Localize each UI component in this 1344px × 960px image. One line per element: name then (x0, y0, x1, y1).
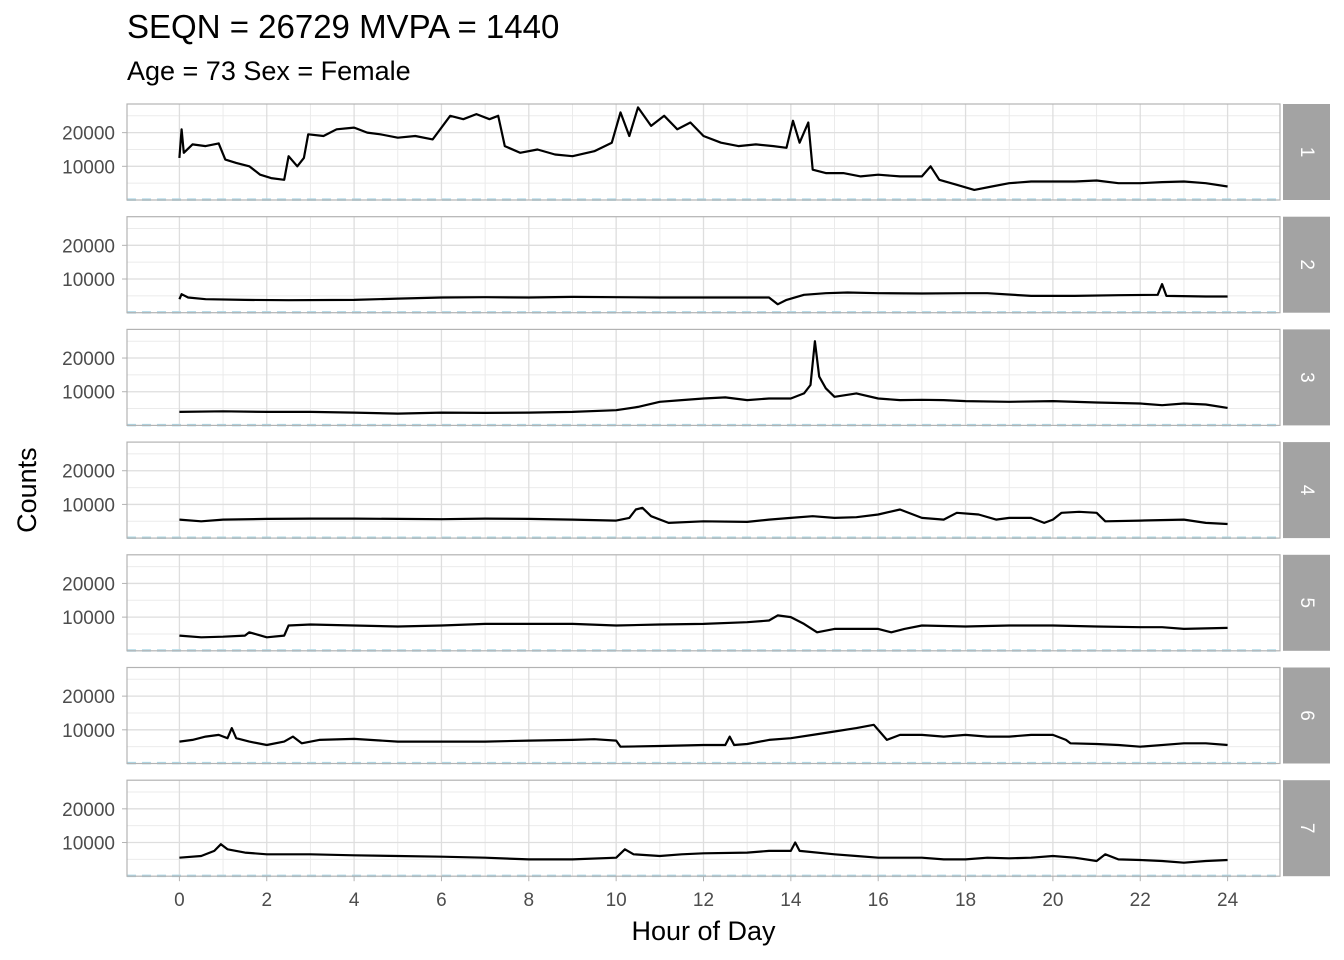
facet-strip-label: 1 (1296, 147, 1317, 158)
y-tick-label: 20000 (62, 349, 115, 370)
series-line-day-2 (178, 283, 1228, 306)
y-tick-label: 10000 (62, 495, 115, 516)
panel-border (126, 216, 1281, 314)
x-tick-label: 6 (436, 890, 447, 911)
y-tick-label: 20000 (62, 574, 115, 595)
series-line-day-4 (179, 506, 1228, 526)
facet-strip (1283, 780, 1330, 877)
x-tick-label: 18 (955, 890, 976, 911)
x-tick-label: 22 (1130, 890, 1151, 911)
y-tick-label: 10000 (62, 383, 115, 404)
x-tick-label: 10 (606, 890, 627, 911)
x-tick-label: 4 (349, 890, 360, 911)
panel-border (126, 328, 1281, 426)
panel-border (126, 666, 1281, 765)
y-tick-label: 20000 (62, 800, 115, 821)
facet-strip (1283, 104, 1330, 200)
series-line-day-1 (178, 106, 1228, 191)
y-tick-label: 20000 (62, 236, 115, 257)
series-line-day-7 (179, 841, 1228, 864)
y-tick-label: 20000 (62, 687, 115, 708)
facet-strip (1283, 216, 1330, 313)
y-tick-label: 10000 (62, 157, 115, 178)
facet-strip-label: 6 (1296, 710, 1317, 721)
y-axis-title: Counts (12, 447, 42, 533)
facet-strip (1283, 554, 1330, 651)
facet-strip-label: 5 (1296, 598, 1317, 609)
x-axis-title: Hour of Day (631, 916, 776, 946)
y-tick-label: 20000 (62, 124, 115, 145)
x-tick-label: 16 (868, 890, 889, 911)
y-tick-label: 10000 (62, 721, 115, 742)
x-tick-label: 20 (1042, 890, 1063, 911)
x-tick-label: 2 (261, 890, 272, 911)
y-tick-label: 10000 (62, 608, 115, 629)
facet-strip (1283, 329, 1330, 426)
panel-border (126, 441, 1281, 539)
series-line-day-3 (179, 340, 1228, 415)
chart-title: SEQN = 26729 MVPA = 1440 (127, 8, 560, 45)
series-line-day-5 (179, 614, 1228, 639)
facet-strip-label: 2 (1296, 259, 1317, 270)
facet-strip (1283, 667, 1330, 764)
y-tick-label: 10000 (62, 270, 115, 291)
x-tick-label: 8 (524, 890, 535, 911)
facet-strip-label: 3 (1296, 372, 1317, 383)
series-line-day-6 (179, 723, 1228, 748)
facet-strip (1283, 442, 1330, 539)
x-tick-label: 0 (174, 890, 185, 911)
facet-strip-label: 7 (1296, 823, 1317, 834)
x-tick-label: 24 (1217, 890, 1239, 911)
panel-border (126, 103, 1281, 201)
y-tick-label: 10000 (62, 834, 115, 855)
facet-strip-label: 4 (1296, 485, 1317, 496)
x-tick-label: 12 (693, 890, 714, 911)
y-tick-label: 20000 (62, 462, 115, 483)
panel-border (126, 554, 1281, 652)
chart-subtitle: Age = 73 Sex = Female (127, 56, 411, 86)
x-tick-label: 14 (780, 890, 802, 911)
